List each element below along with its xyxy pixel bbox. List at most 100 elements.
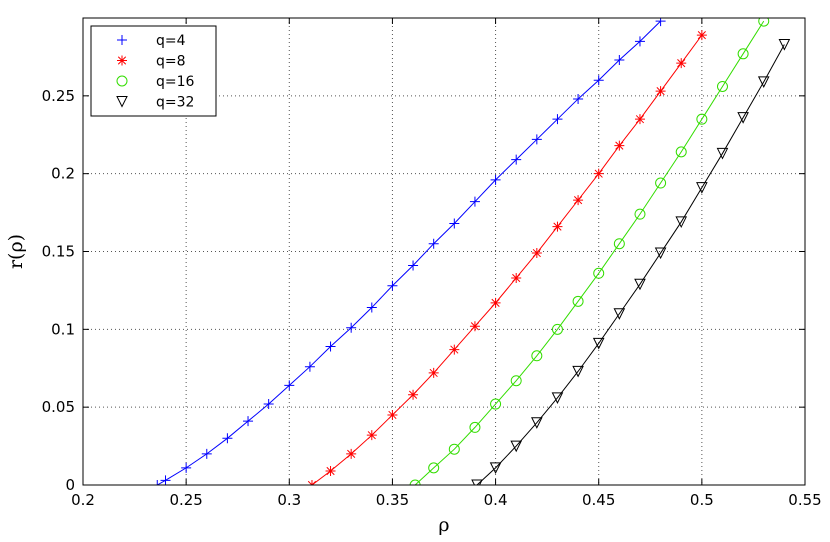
series-q4	[152, 18, 666, 485]
data-point	[675, 216, 688, 229]
data-point	[346, 448, 357, 459]
legend-marker	[117, 35, 127, 45]
data-point	[325, 341, 336, 352]
data-point	[593, 168, 604, 179]
data-point	[304, 361, 315, 372]
y-tick-label: 0.2	[51, 165, 75, 183]
data-point	[181, 462, 192, 473]
series-q16	[409, 18, 770, 485]
data-point	[531, 417, 543, 429]
data-point	[511, 272, 522, 283]
data-point	[428, 238, 439, 249]
data-point	[263, 399, 274, 410]
data-point	[634, 278, 646, 291]
series-q32	[471, 38, 791, 485]
data-point	[551, 323, 563, 335]
series-line	[476, 44, 785, 485]
data-point	[510, 375, 522, 387]
data-point	[737, 48, 749, 60]
legend-label: q=4	[156, 33, 186, 49]
data-point	[737, 112, 749, 124]
data-point	[449, 344, 460, 355]
legend-marker	[117, 55, 127, 66]
series-line	[157, 20, 661, 485]
data-point	[592, 337, 605, 350]
data-point	[716, 80, 728, 92]
data-point	[387, 280, 398, 291]
data-point	[654, 247, 667, 260]
data-point	[757, 76, 770, 88]
data-point	[696, 30, 707, 41]
data-point	[490, 297, 501, 308]
y-tick-label: 0	[65, 476, 75, 494]
data-point	[387, 409, 398, 420]
legend-item: q=16	[101, 74, 195, 90]
y-axis-label: r(ρ)	[5, 234, 27, 269]
axis-ticks: 0.2 0.25 0.3 0.35 0.4 0.45 0.5 0.55 0 0.05 0.1 0.15…	[42, 18, 822, 509]
x-tick-label: 0.35	[376, 491, 409, 509]
data-point	[449, 218, 460, 229]
data-point	[573, 93, 584, 104]
x-tick-label: 0.4	[484, 491, 508, 509]
legend-label: q=16	[156, 74, 195, 90]
data-point	[366, 430, 377, 441]
data-point	[408, 260, 419, 271]
y-tick-label: 0.1	[51, 320, 75, 338]
data-point	[696, 182, 708, 194]
data-point	[675, 146, 687, 158]
data-point	[366, 302, 377, 313]
x-tick-label: 0.45	[582, 491, 615, 509]
data-point	[428, 367, 439, 378]
x-tick-label: 0.2	[71, 491, 95, 509]
series-layer	[152, 18, 791, 485]
data-point	[655, 177, 667, 189]
data-point	[614, 55, 625, 66]
data-point	[758, 18, 770, 27]
legend-item: q=8	[101, 54, 186, 70]
data-point	[613, 308, 626, 320]
data-point	[531, 350, 543, 362]
data-point	[531, 248, 542, 259]
data-point	[696, 113, 708, 125]
series-q8	[306, 30, 707, 485]
data-point	[346, 322, 357, 333]
legend-marker	[116, 75, 128, 87]
data-point	[552, 221, 563, 232]
data-point	[469, 421, 481, 433]
data-point	[490, 174, 501, 185]
data-point	[428, 462, 440, 474]
data-point	[531, 134, 542, 145]
data-point	[634, 208, 646, 220]
x-axis-label: ρ	[438, 514, 449, 536]
data-point	[511, 154, 522, 165]
x-tick-label: 0.25	[169, 491, 202, 509]
data-point	[325, 465, 336, 476]
data-point	[572, 295, 584, 307]
y-tick-label: 0.25	[42, 87, 75, 105]
y-tick-label: 0.15	[42, 243, 75, 261]
data-point	[634, 36, 645, 47]
data-point	[613, 238, 625, 250]
data-point	[409, 479, 421, 485]
data-point	[408, 389, 419, 400]
legend-label: q=8	[156, 54, 186, 70]
data-point	[655, 18, 666, 27]
legend: q=4 q=8 q=16 q=32	[90, 25, 217, 117]
data-point	[655, 86, 666, 97]
data-point	[243, 416, 254, 427]
x-tick-label: 0.55	[788, 491, 821, 509]
legend-item: q=4	[101, 33, 186, 49]
data-point	[152, 480, 163, 485]
data-point	[469, 196, 480, 207]
data-point	[572, 365, 584, 378]
data-point	[573, 195, 584, 206]
data-point	[469, 321, 480, 332]
data-point	[160, 475, 171, 485]
data-point	[222, 433, 233, 444]
y-tick-label: 0.05	[42, 398, 75, 416]
legend-item: q=32	[101, 95, 194, 111]
data-point	[716, 147, 729, 160]
legend-marker	[116, 96, 128, 108]
data-point	[448, 443, 460, 455]
